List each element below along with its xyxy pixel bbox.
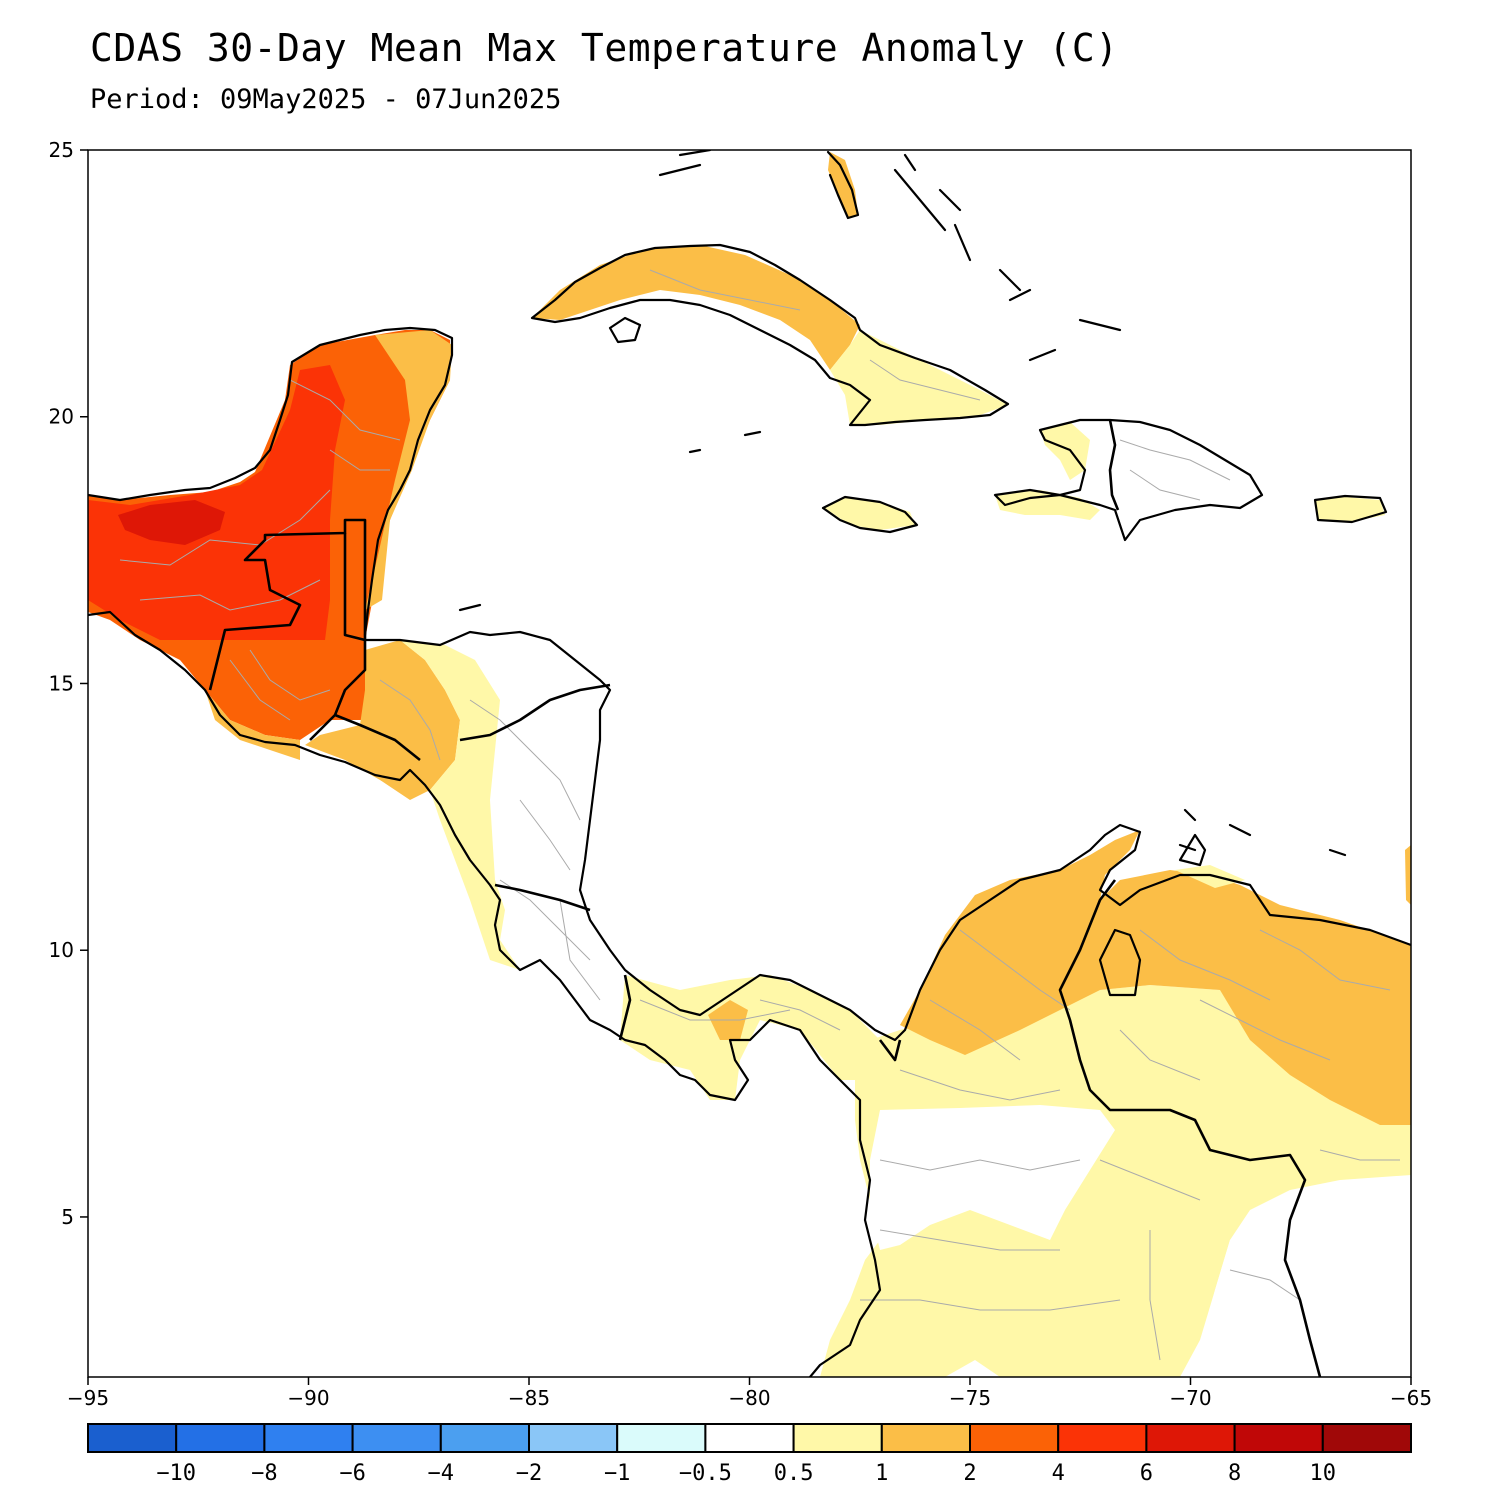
anomaly-region-venezuela-coast bbox=[1175, 865, 1245, 888]
coast-lake-maracaibo bbox=[1098, 928, 1142, 997]
anomaly-region-haiti-north bbox=[1040, 422, 1090, 480]
colorbar-label: −1 bbox=[604, 1461, 631, 1486]
anomaly-region-core-8 bbox=[118, 500, 225, 545]
border-honduras-salvador bbox=[334, 713, 421, 762]
colorbar-swatch bbox=[704, 1423, 795, 1453]
anomaly-region-neutral-southeast bbox=[1195, 1195, 1320, 1377]
colorbar-label: 1 bbox=[875, 1461, 888, 1486]
y-tick-label: 10 bbox=[49, 938, 74, 962]
anomaly-region-yucatan-east bbox=[365, 330, 452, 610]
border-guatemala-honduras bbox=[309, 640, 367, 741]
border-nicaragua-costarica bbox=[494, 883, 591, 912]
y-tick-label: 25 bbox=[49, 138, 74, 162]
colorbar-swatch bbox=[880, 1423, 971, 1453]
colorbar-label: −6 bbox=[339, 1461, 366, 1486]
border-costarica-panama bbox=[618, 974, 632, 1041]
colorbar-label: −0.5 bbox=[679, 1461, 732, 1486]
map-subtitle: Period: 09May2025 - 07Jun2025 bbox=[90, 84, 562, 115]
colorbar-label: −10 bbox=[156, 1461, 196, 1486]
colorbar-label: 0.5 bbox=[774, 1461, 814, 1486]
anomaly-region-haiti-1 bbox=[995, 490, 1100, 520]
colorbar-swatch bbox=[528, 1423, 619, 1453]
anomaly-region-colombia-2 bbox=[900, 830, 1411, 1125]
coast-small-islands bbox=[458, 150, 1347, 857]
colorbar-label: −2 bbox=[516, 1461, 543, 1486]
map-title: CDAS 30-Day Mean Max Temperature Anomaly… bbox=[90, 26, 1119, 70]
anomaly-region-neutral-colombia bbox=[870, 1105, 1115, 1250]
x-tick-label: −90 bbox=[287, 1386, 329, 1410]
colorbar-label: −8 bbox=[251, 1461, 278, 1486]
colorbar-swatch bbox=[1145, 1423, 1236, 1453]
colorbar-label: 6 bbox=[1140, 1461, 1153, 1486]
anomaly-region-neutral-south bbox=[945, 1360, 1000, 1377]
anomaly-region-east-edge bbox=[1405, 845, 1411, 905]
coast-cuba bbox=[530, 243, 1010, 427]
anomaly-region-cuba-2 bbox=[532, 245, 860, 370]
colorbar-swatch bbox=[1233, 1423, 1324, 1453]
colorbar-label: 10 bbox=[1310, 1461, 1337, 1486]
y-tick-label: 20 bbox=[49, 405, 74, 429]
border-panama-colombia bbox=[878, 1039, 902, 1062]
colorbar-swatch bbox=[792, 1423, 883, 1453]
y-tick-label: 15 bbox=[49, 671, 74, 695]
colorbar-swatch bbox=[616, 1423, 707, 1453]
y-axis-ticks: 25 20 15 10 5 bbox=[49, 138, 88, 1229]
x-axis-ticks: −95 −90 −85 −80 −75 −70 −65 bbox=[67, 1377, 1432, 1410]
coast-florida bbox=[826, 150, 860, 220]
anomaly-region-nicaragua-1 bbox=[400, 640, 520, 970]
coast-isla-juventud bbox=[608, 316, 642, 344]
anomaly-region-cuba-1 bbox=[830, 330, 1008, 425]
anomaly-region-jamaica bbox=[823, 498, 915, 530]
anomaly-region-florida bbox=[828, 152, 858, 218]
border-honduras-nicaragua bbox=[459, 683, 611, 742]
colorbar-swatch bbox=[351, 1423, 442, 1453]
coast-puerto-rico bbox=[1313, 494, 1388, 524]
x-tick-label: −80 bbox=[728, 1386, 770, 1410]
coast-mexico-pacific bbox=[88, 610, 882, 1377]
colorbar-swatch bbox=[439, 1423, 530, 1453]
map-plot-area bbox=[88, 150, 1411, 1377]
coast-yucatan bbox=[88, 326, 454, 637]
x-tick-label: −95 bbox=[67, 1386, 109, 1410]
anomaly-region-south-america-1 bbox=[820, 985, 1411, 1377]
anomaly-shading bbox=[88, 152, 1411, 1377]
colorbar-swatch bbox=[263, 1423, 354, 1453]
colorbar-label: 8 bbox=[1228, 1461, 1241, 1486]
anomaly-region-core-6 bbox=[88, 365, 345, 640]
border-colombia-venezuela bbox=[1058, 879, 1322, 1377]
colorbar-swatch bbox=[87, 1423, 178, 1453]
colorbar-label: 4 bbox=[1052, 1461, 1065, 1486]
border-mexico-guatemala bbox=[208, 518, 367, 691]
border-haiti-dr bbox=[1108, 419, 1120, 511]
colorbar-swatch bbox=[969, 1423, 1060, 1453]
admin-boundaries bbox=[119, 269, 1400, 1361]
colorbar bbox=[87, 1423, 1413, 1453]
x-tick-label: −70 bbox=[1169, 1386, 1211, 1410]
x-tick-label: −65 bbox=[1390, 1386, 1432, 1410]
colorbar-label: −4 bbox=[428, 1461, 455, 1486]
y-tick-label: 5 bbox=[61, 1205, 74, 1229]
colorbar-swatch bbox=[175, 1423, 266, 1453]
coast-paraguana bbox=[1178, 833, 1207, 867]
coast-hispaniola bbox=[993, 418, 1264, 542]
x-tick-label: −85 bbox=[508, 1386, 550, 1410]
colorbar-label: 2 bbox=[963, 1461, 976, 1486]
national-borders bbox=[208, 419, 1322, 1377]
anomaly-region-honduras-2 bbox=[305, 640, 460, 800]
colorbar-swatch bbox=[1321, 1423, 1413, 1453]
x-tick-label: −75 bbox=[949, 1386, 991, 1410]
colorbar-labels: −10 −8 −6 −4 −2 −1 −0.5 0.5 1 2 4 6 8 10 bbox=[156, 1461, 1336, 1486]
coast-bahamas bbox=[893, 153, 1122, 362]
border-belize bbox=[343, 533, 366, 642]
coast-jamaica bbox=[821, 495, 919, 534]
anomaly-region-panama-1 bbox=[620, 975, 880, 1100]
anomaly-region-puerto-rico bbox=[1315, 497, 1385, 522]
colorbar-swatch bbox=[1057, 1423, 1148, 1453]
